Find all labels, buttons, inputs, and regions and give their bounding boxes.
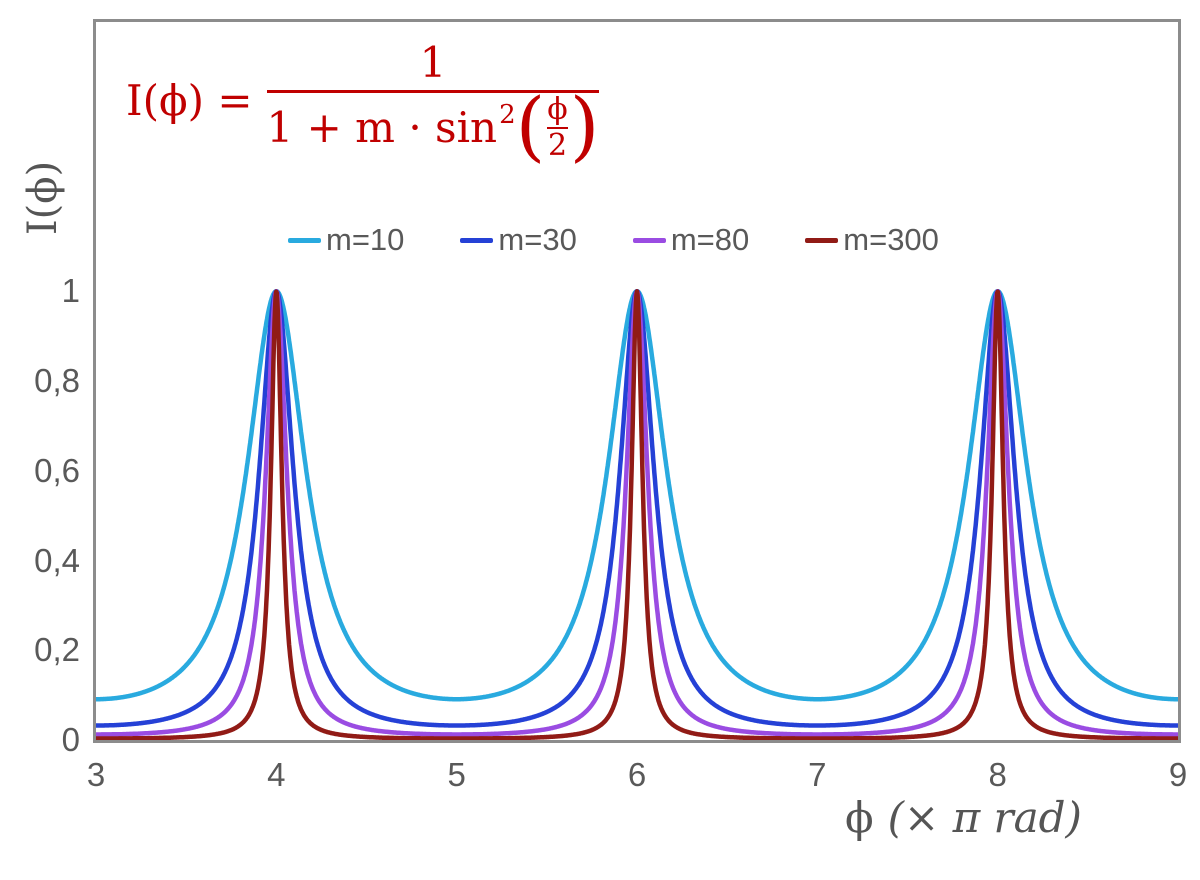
legend-label: m=10: [326, 222, 405, 257]
y-axis-title: I(ϕ): [20, 160, 66, 236]
y-tick-label-0.6: 0,6: [34, 451, 80, 489]
legend-label: m=300: [843, 222, 939, 257]
inner-denominator: 2: [547, 128, 568, 164]
formula: I(ϕ) = 1 1 + m · sin 2 ( ϕ 2 ): [126, 38, 600, 170]
legend: m=10 m=30 m=80 m=300: [288, 222, 939, 258]
curve-m-300: [96, 289, 1178, 740]
legend-line-swatch: [805, 237, 839, 243]
x-axis-title: ϕ (× π rad): [845, 793, 1082, 842]
x-tick-label-8: 8: [988, 756, 1007, 793]
legend-item-m-30: m=30: [460, 222, 577, 258]
curves-canvas: [96, 289, 1178, 740]
x-tick-label-9: 9: [1168, 756, 1188, 793]
legend-label: m=30: [498, 222, 577, 257]
legend-item-m-80: m=80: [632, 222, 750, 258]
inner-fraction-bar: [547, 127, 568, 130]
x-tick-label-7: 7: [808, 756, 827, 793]
y-tick-label-0.2: 0,2: [34, 631, 80, 669]
y-tick-label-0.8: 0,8: [34, 362, 80, 399]
formula-denominator-text: 1 + m · sin: [266, 103, 498, 153]
formula-fraction: 1 1 + m · sin 2 ( ϕ 2 ): [266, 38, 600, 170]
plot-area: [93, 19, 1181, 743]
legend-line-swatch: [632, 237, 666, 243]
legend-line-swatch: [460, 237, 494, 243]
inner-numerator: ϕ: [547, 92, 568, 128]
curve-m-30: [96, 289, 1178, 728]
x-tick-label-6: 6: [627, 756, 647, 793]
y-tick-label-1: 1: [61, 272, 80, 310]
open-paren: (: [515, 80, 546, 170]
y-tick-label-0.4: 0,4: [34, 541, 80, 579]
formula-lhs: I(ϕ) =: [126, 76, 253, 126]
x-tick-label-3: 3: [86, 756, 106, 793]
x-axis-title-unit: (× π rad): [887, 793, 1082, 842]
curve-m-80: [96, 289, 1178, 737]
legend-item-m-300: m=300: [805, 222, 939, 258]
close-paren: ): [569, 80, 600, 170]
formula-numerator: 1: [419, 38, 447, 87]
formula-sin-exponent: 2: [499, 99, 516, 130]
legend-line-swatch: [288, 237, 321, 243]
x-axis-title-phi: ϕ: [845, 793, 874, 842]
legend-label: m=80: [670, 222, 750, 257]
legend-item-m-10: m=10: [288, 222, 404, 258]
y-tick-label-0: 0: [61, 721, 80, 758]
x-tick-label-4: 4: [267, 756, 286, 793]
formula-denominator: 1 + m · sin 2 ( ϕ 2 ): [266, 80, 600, 170]
formula-inner-fraction: ϕ 2: [547, 92, 568, 164]
x-tick-label-5: 5: [447, 756, 466, 793]
formula-fraction-bar: [266, 90, 600, 94]
